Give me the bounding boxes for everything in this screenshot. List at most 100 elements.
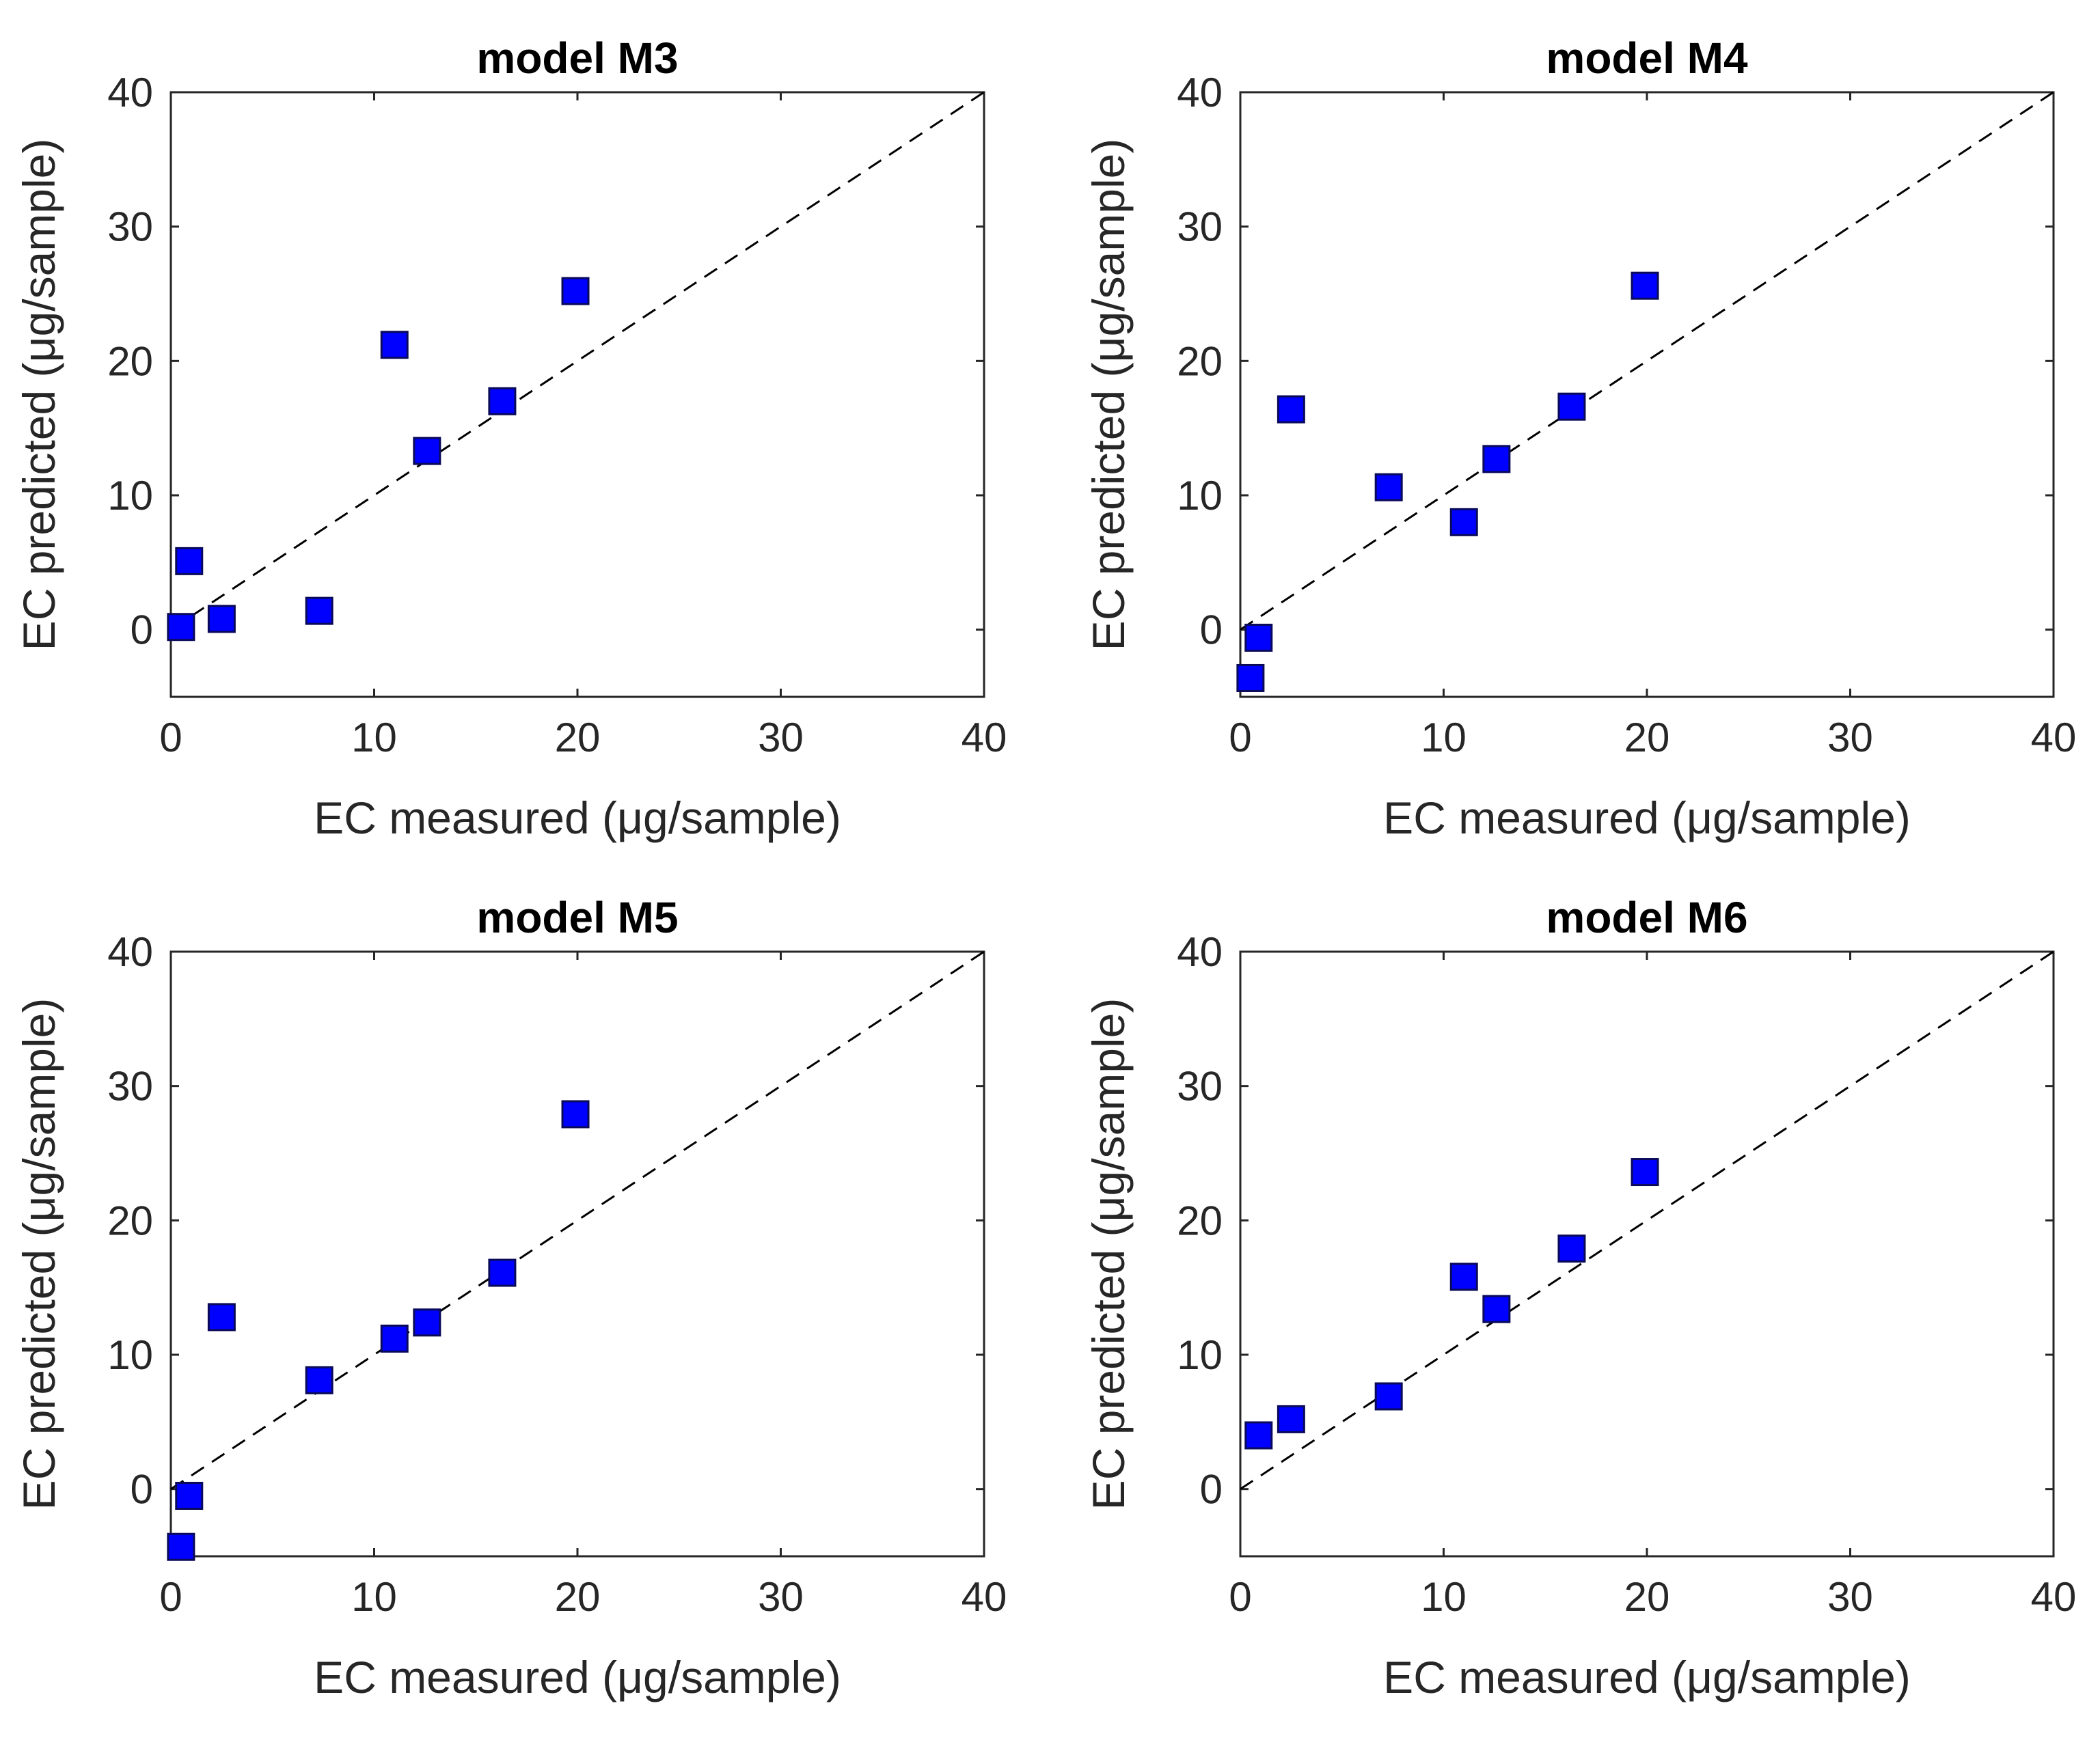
y-tick-label: 0 (1200, 1467, 1223, 1513)
panel-title-m3: model M3 (476, 33, 678, 83)
data-point (380, 1324, 409, 1353)
reference-line-m4 (1240, 91, 2054, 631)
y-tick-label: 0 (1200, 607, 1223, 653)
data-point (1277, 1405, 1305, 1433)
data-point (167, 613, 195, 642)
y-tick-label: 20 (107, 1198, 153, 1243)
data-point (1374, 1382, 1403, 1411)
x-tick-label: 40 (2031, 715, 2077, 760)
data-point (1631, 1158, 1659, 1187)
x-tick-label: 10 (351, 1574, 397, 1620)
x-axis-m6: 0 10 20 30 40 (1229, 952, 2076, 1620)
panel-m3: 0 10 20 30 40 0 10 20 30 40 model M3 EC measured (μ… (14, 33, 1007, 843)
data-point (1631, 271, 1659, 300)
panel-title-m5: model M5 (476, 893, 678, 942)
data-point (1482, 1295, 1511, 1323)
y-tick-label: 20 (1177, 1198, 1223, 1243)
y-tick-label: 40 (107, 929, 153, 975)
y-tick-label: 10 (1177, 1332, 1223, 1378)
y-tick-label: 0 (131, 1467, 153, 1513)
data-point (1236, 663, 1265, 692)
data-point (167, 1532, 195, 1561)
series-points-m5 (167, 1100, 590, 1561)
data-point (413, 437, 441, 465)
x-tick-label: 20 (555, 1574, 601, 1620)
data-point (1277, 395, 1305, 424)
data-point (1244, 1421, 1273, 1450)
panel-title-m6: model M6 (1546, 893, 1747, 942)
series-points-m6 (1244, 1158, 1659, 1450)
data-point (1557, 1234, 1586, 1263)
data-point (1374, 473, 1403, 501)
x-tick-label: 40 (2031, 1574, 2077, 1620)
x-tick-label: 30 (1827, 1574, 1873, 1620)
data-point (207, 1303, 236, 1332)
x-tick-label: 10 (1421, 715, 1467, 760)
y-tick-label: 30 (107, 204, 153, 250)
x-tick-label: 20 (1624, 1574, 1670, 1620)
x-axis-label-m4: EC measured (μg/sample) (1383, 792, 1911, 843)
data-point (1244, 623, 1273, 652)
plot-area-m4 (1239, 91, 2055, 698)
data-point (413, 1308, 441, 1337)
data-point (1557, 392, 1586, 421)
data-point (1482, 445, 1511, 473)
x-tick-label: 30 (758, 715, 804, 760)
y-axis-label-m5: EC predicted (μg/sample) (14, 998, 64, 1511)
panel-m4: 0 10 20 30 40 0 10 20 30 40 model M4 EC measured (μ… (1083, 33, 2076, 843)
y-axis-m4: 0 10 20 30 40 (1177, 70, 2054, 653)
x-tick-label: 40 (962, 715, 1007, 760)
series-points-m4 (1236, 271, 1659, 692)
x-tick-label: 40 (962, 1574, 1007, 1620)
x-axis-label-m6: EC measured (μg/sample) (1383, 1652, 1911, 1702)
y-tick-label: 30 (107, 1064, 153, 1109)
y-axis-label-m6: EC predicted (μg/sample) (1083, 998, 1134, 1511)
x-tick-label: 0 (159, 1574, 182, 1620)
y-axis-label-m4: EC predicted (μg/sample) (1083, 139, 1134, 651)
plot-area-m6 (1239, 950, 2055, 1558)
data-point (488, 1258, 517, 1287)
x-tick-label: 0 (159, 715, 182, 760)
panel-title-m4: model M4 (1546, 33, 1748, 83)
y-tick-label: 30 (1177, 204, 1223, 250)
x-tick-label: 20 (555, 715, 601, 760)
x-tick-label: 10 (351, 715, 397, 760)
data-point (305, 596, 333, 625)
x-axis-label-m3: EC measured (μg/sample) (314, 792, 841, 843)
x-tick-label: 30 (758, 1574, 804, 1620)
y-tick-label: 20 (107, 338, 153, 384)
x-tick-label: 10 (1421, 1574, 1467, 1620)
y-tick-label: 40 (1177, 70, 1223, 115)
y-tick-label: 30 (1177, 1064, 1223, 1109)
y-axis-m3: 0 10 20 30 40 (107, 70, 984, 653)
data-point (207, 605, 236, 633)
panel-m5: 0 10 20 30 40 0 10 20 30 40 model M5 EC measured (μ… (14, 893, 1007, 1702)
y-axis-m6: 0 10 20 30 40 (1177, 929, 2054, 1513)
y-tick-label: 20 (1177, 338, 1223, 384)
data-point (561, 1100, 590, 1129)
reference-line-m5 (170, 950, 985, 1490)
panel-m6: 0 10 20 30 40 0 10 20 30 40 model M6 EC measured (μ… (1083, 893, 2076, 1702)
y-tick-label: 0 (131, 607, 153, 653)
data-point (488, 387, 517, 415)
data-point (1449, 508, 1478, 536)
y-tick-label: 40 (1177, 929, 1223, 975)
y-tick-label: 40 (107, 70, 153, 115)
plot-area-m5 (169, 950, 985, 1558)
y-axis-m5: 0 10 20 30 40 (107, 929, 984, 1513)
y-tick-label: 10 (107, 473, 153, 519)
x-axis-m5: 0 10 20 30 40 (159, 952, 1007, 1620)
data-point (305, 1366, 333, 1394)
x-axis-m3: 0 10 20 30 40 (159, 92, 1007, 760)
y-tick-label: 10 (107, 1332, 153, 1378)
y-tick-label: 10 (1177, 473, 1223, 519)
x-axis-label-m5: EC measured (μg/sample) (314, 1652, 841, 1702)
data-point (175, 547, 204, 575)
series-points-m3 (167, 277, 590, 642)
data-point (175, 1482, 204, 1510)
data-point (380, 331, 409, 359)
data-point (1449, 1263, 1478, 1291)
reference-line-m3 (170, 91, 985, 631)
x-tick-label: 20 (1624, 715, 1670, 760)
